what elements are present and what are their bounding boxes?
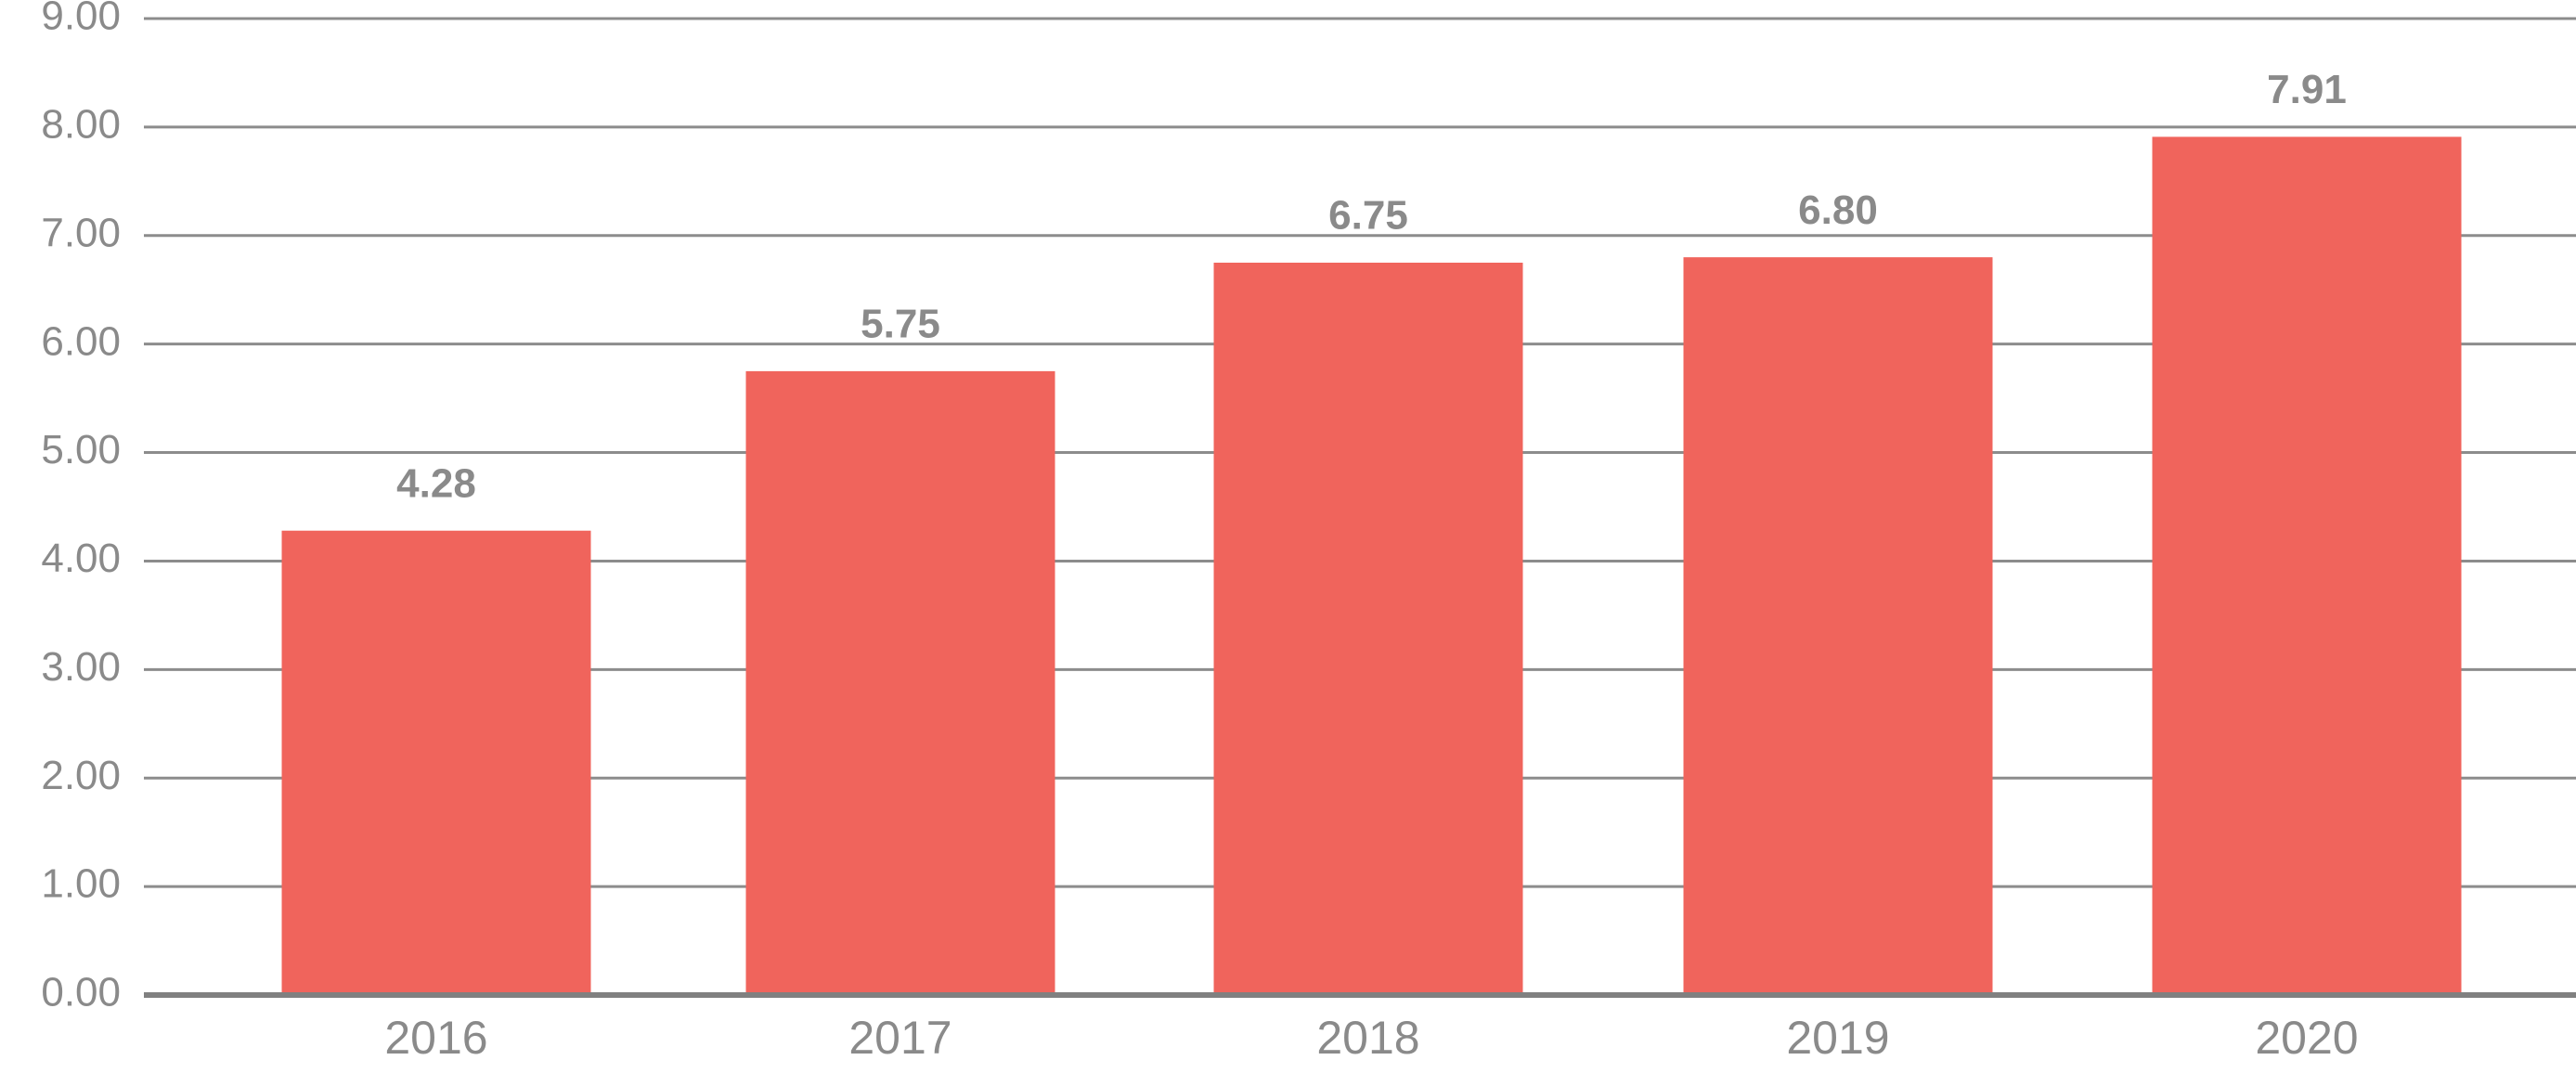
bar-2017 bbox=[745, 370, 1055, 995]
data-label: 7.91 bbox=[2267, 67, 2347, 112]
y-tick-label: 1.00 bbox=[41, 861, 121, 907]
data-label: 5.75 bbox=[861, 302, 940, 347]
y-tick-label: 9.00 bbox=[41, 0, 121, 39]
x-axis-tick-labels: 2016 2017 2018 2019 2020 bbox=[384, 1012, 2358, 1064]
bar-2019 bbox=[1683, 257, 1993, 996]
y-tick-label: 8.00 bbox=[41, 102, 121, 148]
x-tick-label: 2019 bbox=[1786, 1012, 1889, 1064]
data-labels: 4.28 5.75 6.75 6.80 7.91 bbox=[396, 67, 2347, 506]
y-tick-label: 7.00 bbox=[41, 210, 121, 255]
y-axis-tick-labels: 0.00 1.00 2.00 3.00 4.00 5.00 6.00 7.00 8.00 9.00 bbox=[41, 0, 121, 1015]
data-label: 4.28 bbox=[396, 460, 476, 506]
bar-2016 bbox=[281, 530, 591, 995]
bars bbox=[281, 136, 2462, 996]
y-tick-label: 0.00 bbox=[41, 970, 121, 1015]
data-label: 6.80 bbox=[1798, 187, 1878, 233]
bar-2020 bbox=[2152, 136, 2462, 996]
y-tick-label: 2.00 bbox=[41, 753, 121, 798]
x-tick-label: 2016 bbox=[384, 1012, 487, 1064]
y-tick-label: 5.00 bbox=[41, 427, 121, 472]
x-tick-label: 2020 bbox=[2255, 1012, 2358, 1064]
x-tick-label: 2018 bbox=[1316, 1012, 1419, 1064]
data-label: 6.75 bbox=[1328, 193, 1408, 239]
y-tick-label: 4.00 bbox=[41, 536, 121, 581]
y-tick-label: 6.00 bbox=[41, 318, 121, 364]
bar-2018 bbox=[1213, 263, 1523, 995]
y-tick-label: 3.00 bbox=[41, 644, 121, 690]
x-tick-label: 2017 bbox=[848, 1012, 951, 1064]
